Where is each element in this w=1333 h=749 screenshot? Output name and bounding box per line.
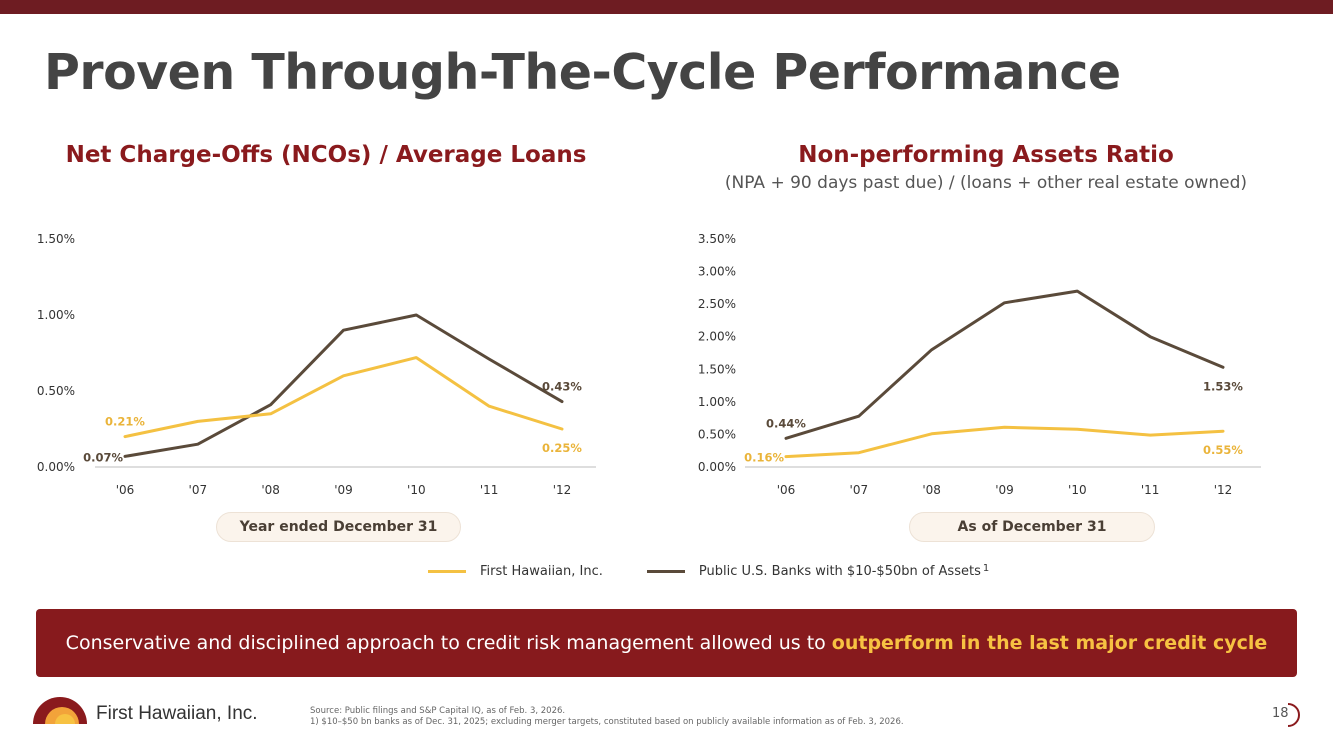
npa-line-peer-banks	[784, 289, 1225, 440]
npa-line-chart: 0.00% 0.50% 1.00% 1.50% 2.00% 2.50% 3.00% 3.50%…	[698, 232, 1261, 497]
nco-line-chart: 0.00% 0.50% 1.00% 1.50% '06 '07 '08 '09 '10 '11 '1…	[37, 232, 596, 497]
legend-peer-banks: Public U.S. Banks with $10-$50bn of Asse…	[646, 563, 990, 579]
nco-xtick-label: '09	[334, 483, 353, 497]
npa-period-pill: As of December 31	[909, 512, 1155, 542]
first-hawaiian-logo-icon	[33, 697, 87, 724]
legend-swatch-yellow	[428, 570, 466, 573]
npa-ytick-label: 1.50%	[698, 362, 736, 376]
page-number: 18	[1272, 706, 1289, 721]
nco-ytick-label: 1.50%	[37, 232, 75, 246]
nco-xtick-label: '08	[261, 483, 280, 497]
nco-xtick-label: '12	[553, 483, 572, 497]
nco-line-first-hawaiian	[123, 356, 564, 439]
legend-swatch-brown	[646, 570, 685, 573]
page-title: Proven Through-The-Cycle Performance	[44, 44, 1121, 101]
npa-xtick-label: '07	[850, 483, 869, 497]
nco-chart-title: Net Charge-Offs (NCOs) / Average Loans	[65, 142, 587, 168]
npa-data-label-peer-banks: 0.44%	[766, 416, 806, 430]
chart-legend: First Hawaiian, Inc. Public U.S. Banks w…	[428, 563, 990, 579]
npa-ytick-label: 2.50%	[698, 297, 736, 311]
npa-xtick-label: '06	[777, 483, 796, 497]
npa-xtick-label: '08	[922, 483, 941, 497]
legend-footnote-marker: 1	[982, 563, 990, 574]
npa-ytick-label: 1.00%	[698, 395, 736, 409]
page-arc-icon	[1287, 703, 1300, 727]
footnote-1: 1) $10–$50 bn banks as of Dec. 31, 2025;…	[310, 717, 904, 727]
top-brand-bar	[0, 0, 1333, 14]
npa-data-label-peer-banks: 1.53%	[1203, 379, 1243, 393]
nco-data-label-first-hawaiian: 0.21%	[105, 415, 145, 429]
logo-wordmark: First Hawaiian, Inc.	[96, 703, 258, 724]
nco-xtick-label: '10	[407, 483, 426, 497]
banner-highlight: outperform in the last major credit cycl…	[831, 632, 1268, 654]
npa-ytick-label: 2.00%	[698, 330, 736, 344]
nco-data-label-peer-banks: 0.43%	[542, 380, 582, 394]
npa-ytick-label: 3.50%	[698, 232, 736, 246]
npa-ytick-label: 3.00%	[698, 265, 736, 279]
nco-data-label-first-hawaiian: 0.25%	[542, 441, 582, 455]
legend-first-hawaiian: First Hawaiian, Inc.	[428, 564, 603, 579]
npa-xtick-label: '11	[1141, 483, 1160, 497]
source-note: Source: Public filings and S&P Capital I…	[310, 706, 566, 716]
banner-text: Conservative and disciplined approach to…	[65, 632, 826, 654]
nco-ytick-label: 0.00%	[37, 460, 75, 474]
nco-ytick-label: 1.00%	[37, 308, 75, 322]
nco-period-pill: Year ended December 31	[216, 512, 461, 542]
npa-chart-subtitle: (NPA + 90 days past due) / (loans + othe…	[724, 173, 1248, 193]
nco-xtick-label: '11	[480, 483, 499, 497]
nco-line-peer-banks	[123, 313, 564, 458]
legend-label-peer-banks: Public U.S. Banks with $10-$50bn of Asse…	[698, 564, 981, 579]
npa-line-first-hawaiian	[784, 425, 1225, 459]
npa-data-label-first-hawaiian: 0.55%	[1203, 443, 1243, 457]
npa-xtick-label: '12	[1214, 483, 1233, 497]
nco-data-label-peer-banks: 0.07%	[83, 450, 123, 464]
npa-xtick-label: '09	[995, 483, 1014, 497]
key-message-banner: Conservative and disciplined approach to…	[36, 609, 1297, 677]
npa-chart-title: Non-performing Assets Ratio	[798, 142, 1174, 168]
nco-xtick-label: '07	[189, 483, 208, 497]
nco-xtick-label: '06	[116, 483, 135, 497]
npa-ytick-label: 0.00%	[698, 460, 736, 474]
npa-ytick-label: 0.50%	[698, 427, 736, 441]
npa-xtick-label: '10	[1068, 483, 1087, 497]
npa-data-label-first-hawaiian: 0.16%	[744, 451, 784, 465]
nco-ytick-label: 0.50%	[37, 384, 75, 398]
legend-label-first-hawaiian: First Hawaiian, Inc.	[480, 564, 603, 579]
